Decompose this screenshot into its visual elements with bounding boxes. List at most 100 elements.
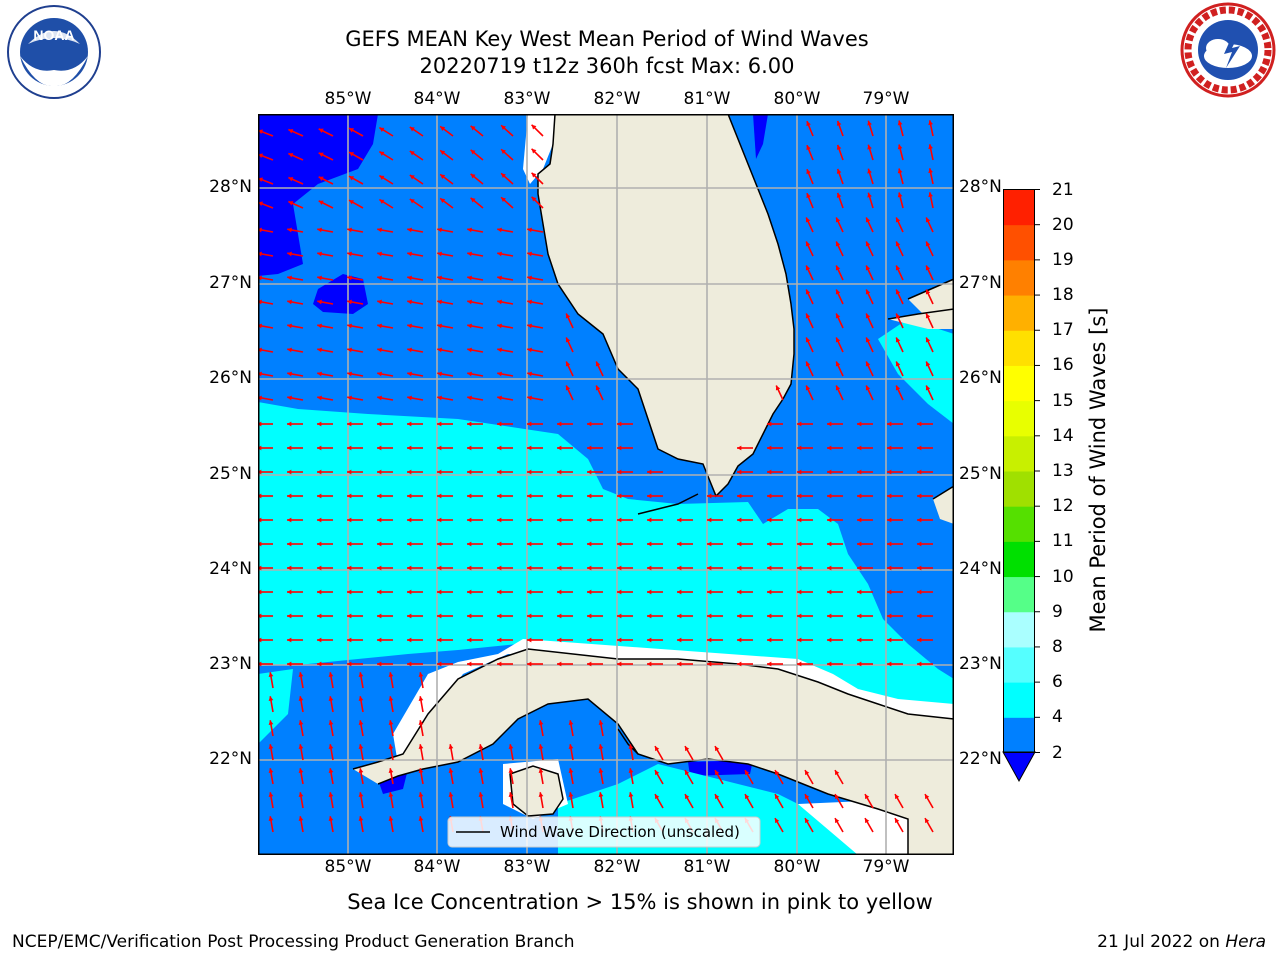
wind-wave-arrow-head — [617, 469, 622, 475]
wind-wave-arrow-head — [557, 421, 562, 427]
wind-wave-arrow-head — [258, 517, 262, 523]
wind-wave-arrow-head — [358, 696, 364, 701]
wind-wave-arrow-head — [867, 192, 872, 198]
wind-wave-arrow-head — [478, 792, 484, 797]
wind-wave-arrow-head — [407, 347, 412, 353]
wind-wave-arrow-head — [527, 227, 532, 233]
wind-wave-arrow-head — [737, 565, 742, 571]
wind-wave-arrow-head — [318, 200, 324, 205]
wind-wave-arrow-head — [407, 445, 412, 451]
land-florida — [538, 114, 794, 496]
wind-wave-arrow-head — [409, 151, 415, 156]
wind-wave-arrow-head — [328, 720, 334, 725]
wind-wave-arrow-head — [418, 696, 424, 701]
wind-wave-arrow-head — [470, 173, 476, 179]
wind-wave-arrow-head — [737, 493, 742, 499]
map-legend: Wind Wave Direction (unscaled) — [447, 816, 761, 848]
wind-wave-arrow-head — [827, 541, 832, 547]
wind-wave-arrow-head — [865, 265, 871, 271]
wind-wave-arrow-head — [478, 768, 484, 773]
wind-wave-arrow-head — [379, 127, 385, 132]
wind-wave-arrow-head — [287, 299, 292, 305]
wind-wave-arrow-head — [836, 120, 842, 126]
wind-wave-arrow-head — [407, 541, 412, 547]
wind-wave-arrow-head — [347, 371, 352, 377]
wind-wave-arrow-head — [467, 371, 472, 377]
wind-wave-arrow-head — [527, 637, 532, 643]
wind-wave-arrow-head — [287, 565, 292, 571]
wind-wave-arrow-head — [347, 251, 352, 257]
wind-wave-arrow-head — [497, 227, 502, 233]
wind-wave-arrow-head — [527, 421, 532, 427]
wind-wave-arrow-head — [925, 337, 931, 343]
wind-wave-arrow-head — [857, 493, 862, 499]
wind-wave-arrow-head — [737, 613, 742, 619]
wind-wave-arrow-head — [527, 347, 532, 353]
wind-wave-arrow-head — [437, 469, 442, 475]
wind-wave-arrow-head — [595, 361, 601, 367]
wind-wave-arrow-head — [467, 661, 472, 667]
wind-wave-arrow-head — [317, 565, 322, 571]
wind-wave-arrow-head — [565, 385, 571, 391]
masked-coast — [523, 114, 558, 184]
wind-wave-arrow-head — [328, 816, 334, 821]
wind-wave-arrow-head — [865, 818, 870, 824]
wind-wave-arrow-head — [565, 313, 571, 319]
wind-wave-arrow-head — [467, 493, 472, 499]
wind-wave-arrow-head — [887, 445, 892, 451]
wind-wave-arrow-head — [865, 337, 871, 343]
wind-wave-arrow-head — [737, 517, 742, 523]
colorbar-tick-label: 15 — [1052, 390, 1074, 411]
wind-wave-arrow-head — [655, 770, 660, 776]
wind-wave-arrow-head — [617, 637, 622, 643]
wind-wave-arrow-head — [707, 565, 712, 571]
wind-wave-arrow-head — [865, 217, 871, 223]
wind-wave-arrow-head — [857, 517, 862, 523]
wind-wave-arrow-head — [587, 445, 592, 451]
wind-wave-arrow-head — [437, 541, 442, 547]
wind-wave-arrow-head — [767, 637, 772, 643]
wind-wave-arrow-head — [685, 770, 690, 776]
wind-wave-arrow-head — [805, 385, 811, 391]
wind-wave-arrow-head — [587, 421, 592, 427]
wind-wave-arrow-head — [418, 744, 424, 749]
lon-label-top: 83°W — [503, 89, 551, 109]
chart-subtitle: 20220719 t12z 360h fcst Max: 6.00 — [419, 54, 795, 78]
wind-wave-arrow-head — [467, 517, 472, 523]
wind-wave-arrow-head — [598, 720, 604, 725]
wind-wave-arrow-head — [928, 144, 933, 150]
lat-label-left: 24°N — [209, 559, 252, 579]
wind-wave-arrow-head — [587, 589, 592, 595]
wind-wave-arrow-head — [805, 794, 810, 800]
lon-label-top: 80°W — [773, 89, 821, 109]
wind-wave-arrow-head — [418, 768, 424, 773]
wind-wave-arrow-head — [349, 176, 355, 181]
wind-wave-arrow-head — [317, 251, 322, 257]
wind-wave-arrow-head — [857, 445, 862, 451]
wind-wave-arrow-head — [897, 144, 903, 150]
wind-wave-arrow-head — [895, 818, 900, 824]
wind-wave-arrow-head — [298, 768, 304, 773]
wind-wave-arrow-head — [887, 661, 892, 667]
wind-wave-arrow-head — [835, 313, 841, 319]
wind-wave-arrow-head — [448, 744, 454, 749]
colorbar-tick-label: 2 — [1052, 742, 1063, 763]
wind-wave-arrow-head — [377, 637, 382, 643]
colorbar-tick-label: 11 — [1052, 531, 1074, 552]
wind-wave-arrow-head — [437, 347, 442, 353]
wind-wave-arrow-head — [437, 493, 442, 499]
wind-wave-arrow-head — [557, 517, 562, 523]
wind-wave-arrow-head — [298, 720, 304, 725]
wind-wave-arrow-head — [288, 201, 294, 206]
wind-wave-arrow-head — [437, 613, 442, 619]
wind-wave-arrow-head — [565, 337, 571, 343]
wind-wave-arrow-head — [437, 637, 442, 643]
wind-wave-arrow-head — [865, 794, 870, 800]
wind-wave-arrow-head — [347, 421, 352, 427]
wind-wave-arrow-head — [895, 361, 901, 367]
wind-wave-arrow-head — [448, 768, 454, 773]
wind-wave-arrow-head — [857, 637, 862, 643]
wind-wave-arrow-head — [317, 421, 322, 427]
wind-wave-arrow-head — [887, 589, 892, 595]
wind-wave-arrow-head — [737, 445, 742, 451]
